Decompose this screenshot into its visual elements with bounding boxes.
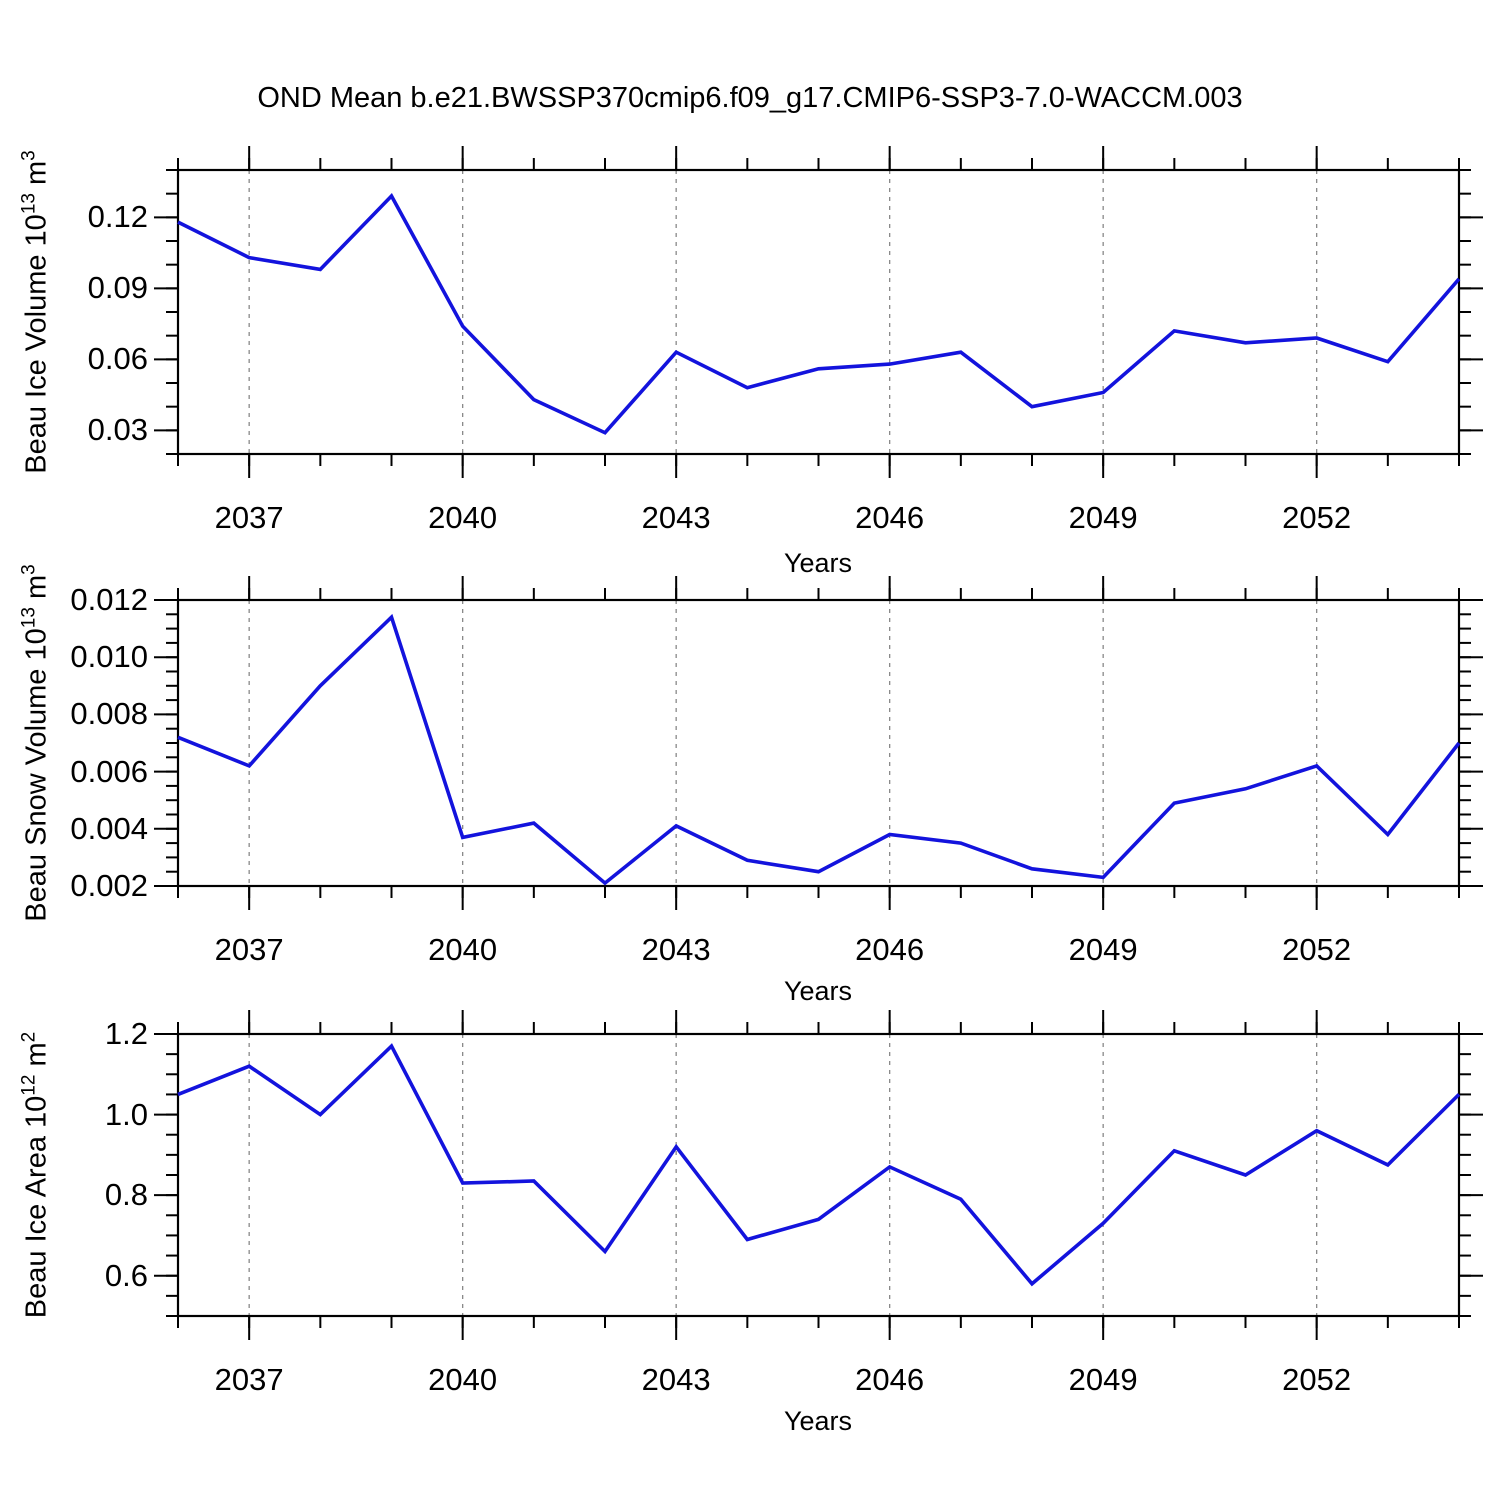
- data-line-series: [177, 613, 1461, 886]
- x-tick-label: 2052: [1282, 500, 1352, 535]
- x-tick-label: 2040: [428, 1362, 498, 1397]
- y-tick-label: 0.008: [70, 696, 148, 732]
- x-tick-label: 2046: [855, 500, 925, 535]
- page-title: OND Mean b.e21.BWSSP370cmip6.f09_g17.CMI…: [257, 82, 1243, 114]
- x-tick-label: 2049: [1068, 1362, 1138, 1397]
- x-tick-label: 2043: [641, 1362, 711, 1397]
- x-tick-label: 2043: [641, 932, 711, 967]
- x-tick-label: 2046: [855, 932, 925, 967]
- y-tick-label: 1.2: [104, 1016, 148, 1051]
- x-tick-label: 2046: [855, 1362, 925, 1397]
- x-tick-label: 2052: [1282, 1362, 1352, 1397]
- y-tick-label: 0.12: [87, 199, 148, 235]
- data-line-series: [177, 1043, 1461, 1287]
- x-tick-label: 2040: [428, 500, 498, 535]
- x-tick-label: 2049: [1068, 500, 1138, 535]
- x-axis-title: Years: [783, 548, 853, 578]
- y-tick-label: 0.6: [104, 1257, 148, 1293]
- x-tick-label: 2049: [1068, 932, 1138, 967]
- y-tick-label: 0.8: [104, 1177, 148, 1213]
- data-line-series: [177, 192, 1461, 435]
- y-tick-label: 0.06: [87, 341, 148, 377]
- y-tick-label: 1.0: [104, 1096, 148, 1132]
- x-tick-label: 2052: [1282, 932, 1352, 967]
- y-tick-label: 0.09: [87, 270, 148, 306]
- y-tick-label: 0.03: [87, 412, 148, 448]
- x-tick-label: 2037: [214, 500, 284, 535]
- y-tick-label: 0.010: [70, 639, 148, 675]
- x-tick-label: 2040: [428, 932, 498, 967]
- x-axis-title: Years: [783, 976, 853, 1006]
- y-tick-label: 0.012: [70, 582, 148, 617]
- y-tick-label: 0.006: [70, 753, 148, 789]
- x-axis-title: Years: [783, 1406, 853, 1436]
- x-tick-label: 2037: [214, 1362, 284, 1397]
- x-tick-label: 2037: [214, 932, 284, 967]
- y-tick-label: 0.002: [70, 868, 148, 903]
- x-tick-label: 2043: [641, 500, 711, 535]
- y-tick-label: 0.004: [70, 810, 148, 846]
